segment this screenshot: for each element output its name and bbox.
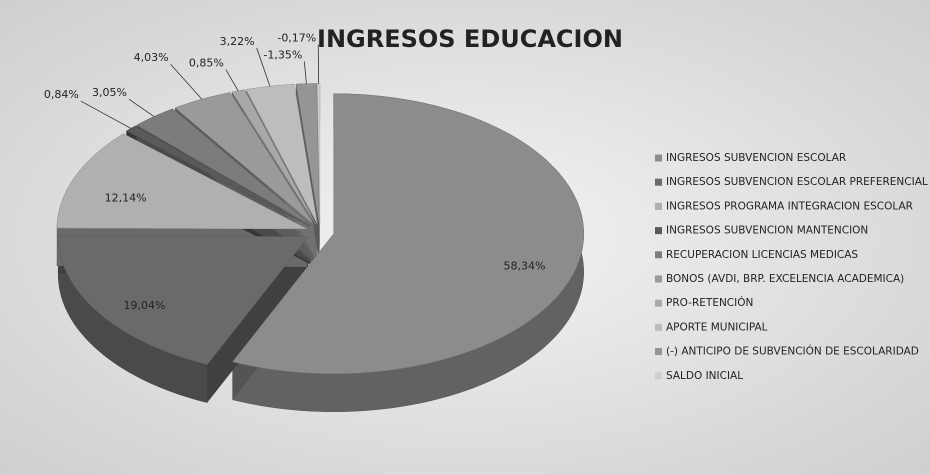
legend-label: BONOS (AVDI, BRP. EXCELENCIA ACADEMICA) — [666, 273, 904, 285]
legend-swatch — [655, 348, 662, 356]
pie-slice — [57, 235, 309, 365]
pie-slice — [232, 93, 584, 374]
legend-swatch — [655, 227, 662, 235]
pie-slice — [245, 84, 318, 224]
pie-tops — [56, 83, 584, 374]
data-label: -0,17% — [277, 31, 316, 44]
data-label: 3,05% — [92, 86, 127, 99]
data-label: 0,84% — [44, 88, 79, 101]
leader-line — [225, 69, 239, 92]
legend-swatch — [655, 251, 662, 259]
legend-swatch — [655, 275, 662, 283]
data-label: 0,85% — [189, 57, 224, 70]
pie-slice — [56, 133, 308, 230]
data-label: -1,35% — [263, 48, 302, 61]
legend-label: RECUPERACION LICENCIAS MEDICAS — [666, 249, 858, 261]
legend-swatch — [655, 372, 662, 380]
pie-slice — [174, 92, 314, 225]
chart-title: INGRESOS EDUCACION — [317, 25, 623, 53]
legend-label: INGRESOS SUBVENCION ESCOLAR — [666, 152, 846, 164]
pie-slice — [136, 108, 312, 226]
legend-label: (-) ANTICIPO DE SUBVENCIÓN DE ESCOLARIDA… — [666, 345, 919, 358]
pie-slice — [295, 83, 320, 224]
data-label: 58,34% — [504, 259, 546, 272]
legend-label: SALDO INICIAL — [666, 370, 743, 382]
data-label: 12,14% — [105, 192, 147, 205]
legend-swatch — [655, 178, 662, 186]
leader-line — [256, 47, 271, 87]
pie-slice-side — [207, 236, 309, 403]
legend-swatch — [655, 299, 662, 307]
legend-label: INGRESOS SUBVENCION ESCOLAR PREFERENCIAL — [666, 176, 928, 188]
leader-line — [303, 61, 307, 84]
leader-line — [128, 98, 155, 117]
legend-swatch — [655, 154, 662, 162]
leader-line — [80, 100, 132, 129]
legend-label: INGRESOS PROGRAMA INTEGRACION ESCOLAR — [666, 200, 913, 212]
legend-swatch — [655, 202, 662, 210]
legend-swatch — [655, 323, 662, 331]
data-label: 4,03% — [134, 51, 169, 64]
data-label: 19,04% — [124, 299, 166, 312]
legend-label: INGRESOS SUBVENCION MANTENCION — [666, 225, 868, 237]
data-label: 3,22% — [220, 35, 255, 48]
leader-line — [170, 63, 203, 100]
legend-label: APORTE MUNICIPAL — [666, 321, 768, 333]
legend-label: PRO-RETENCIÓN — [666, 296, 753, 309]
